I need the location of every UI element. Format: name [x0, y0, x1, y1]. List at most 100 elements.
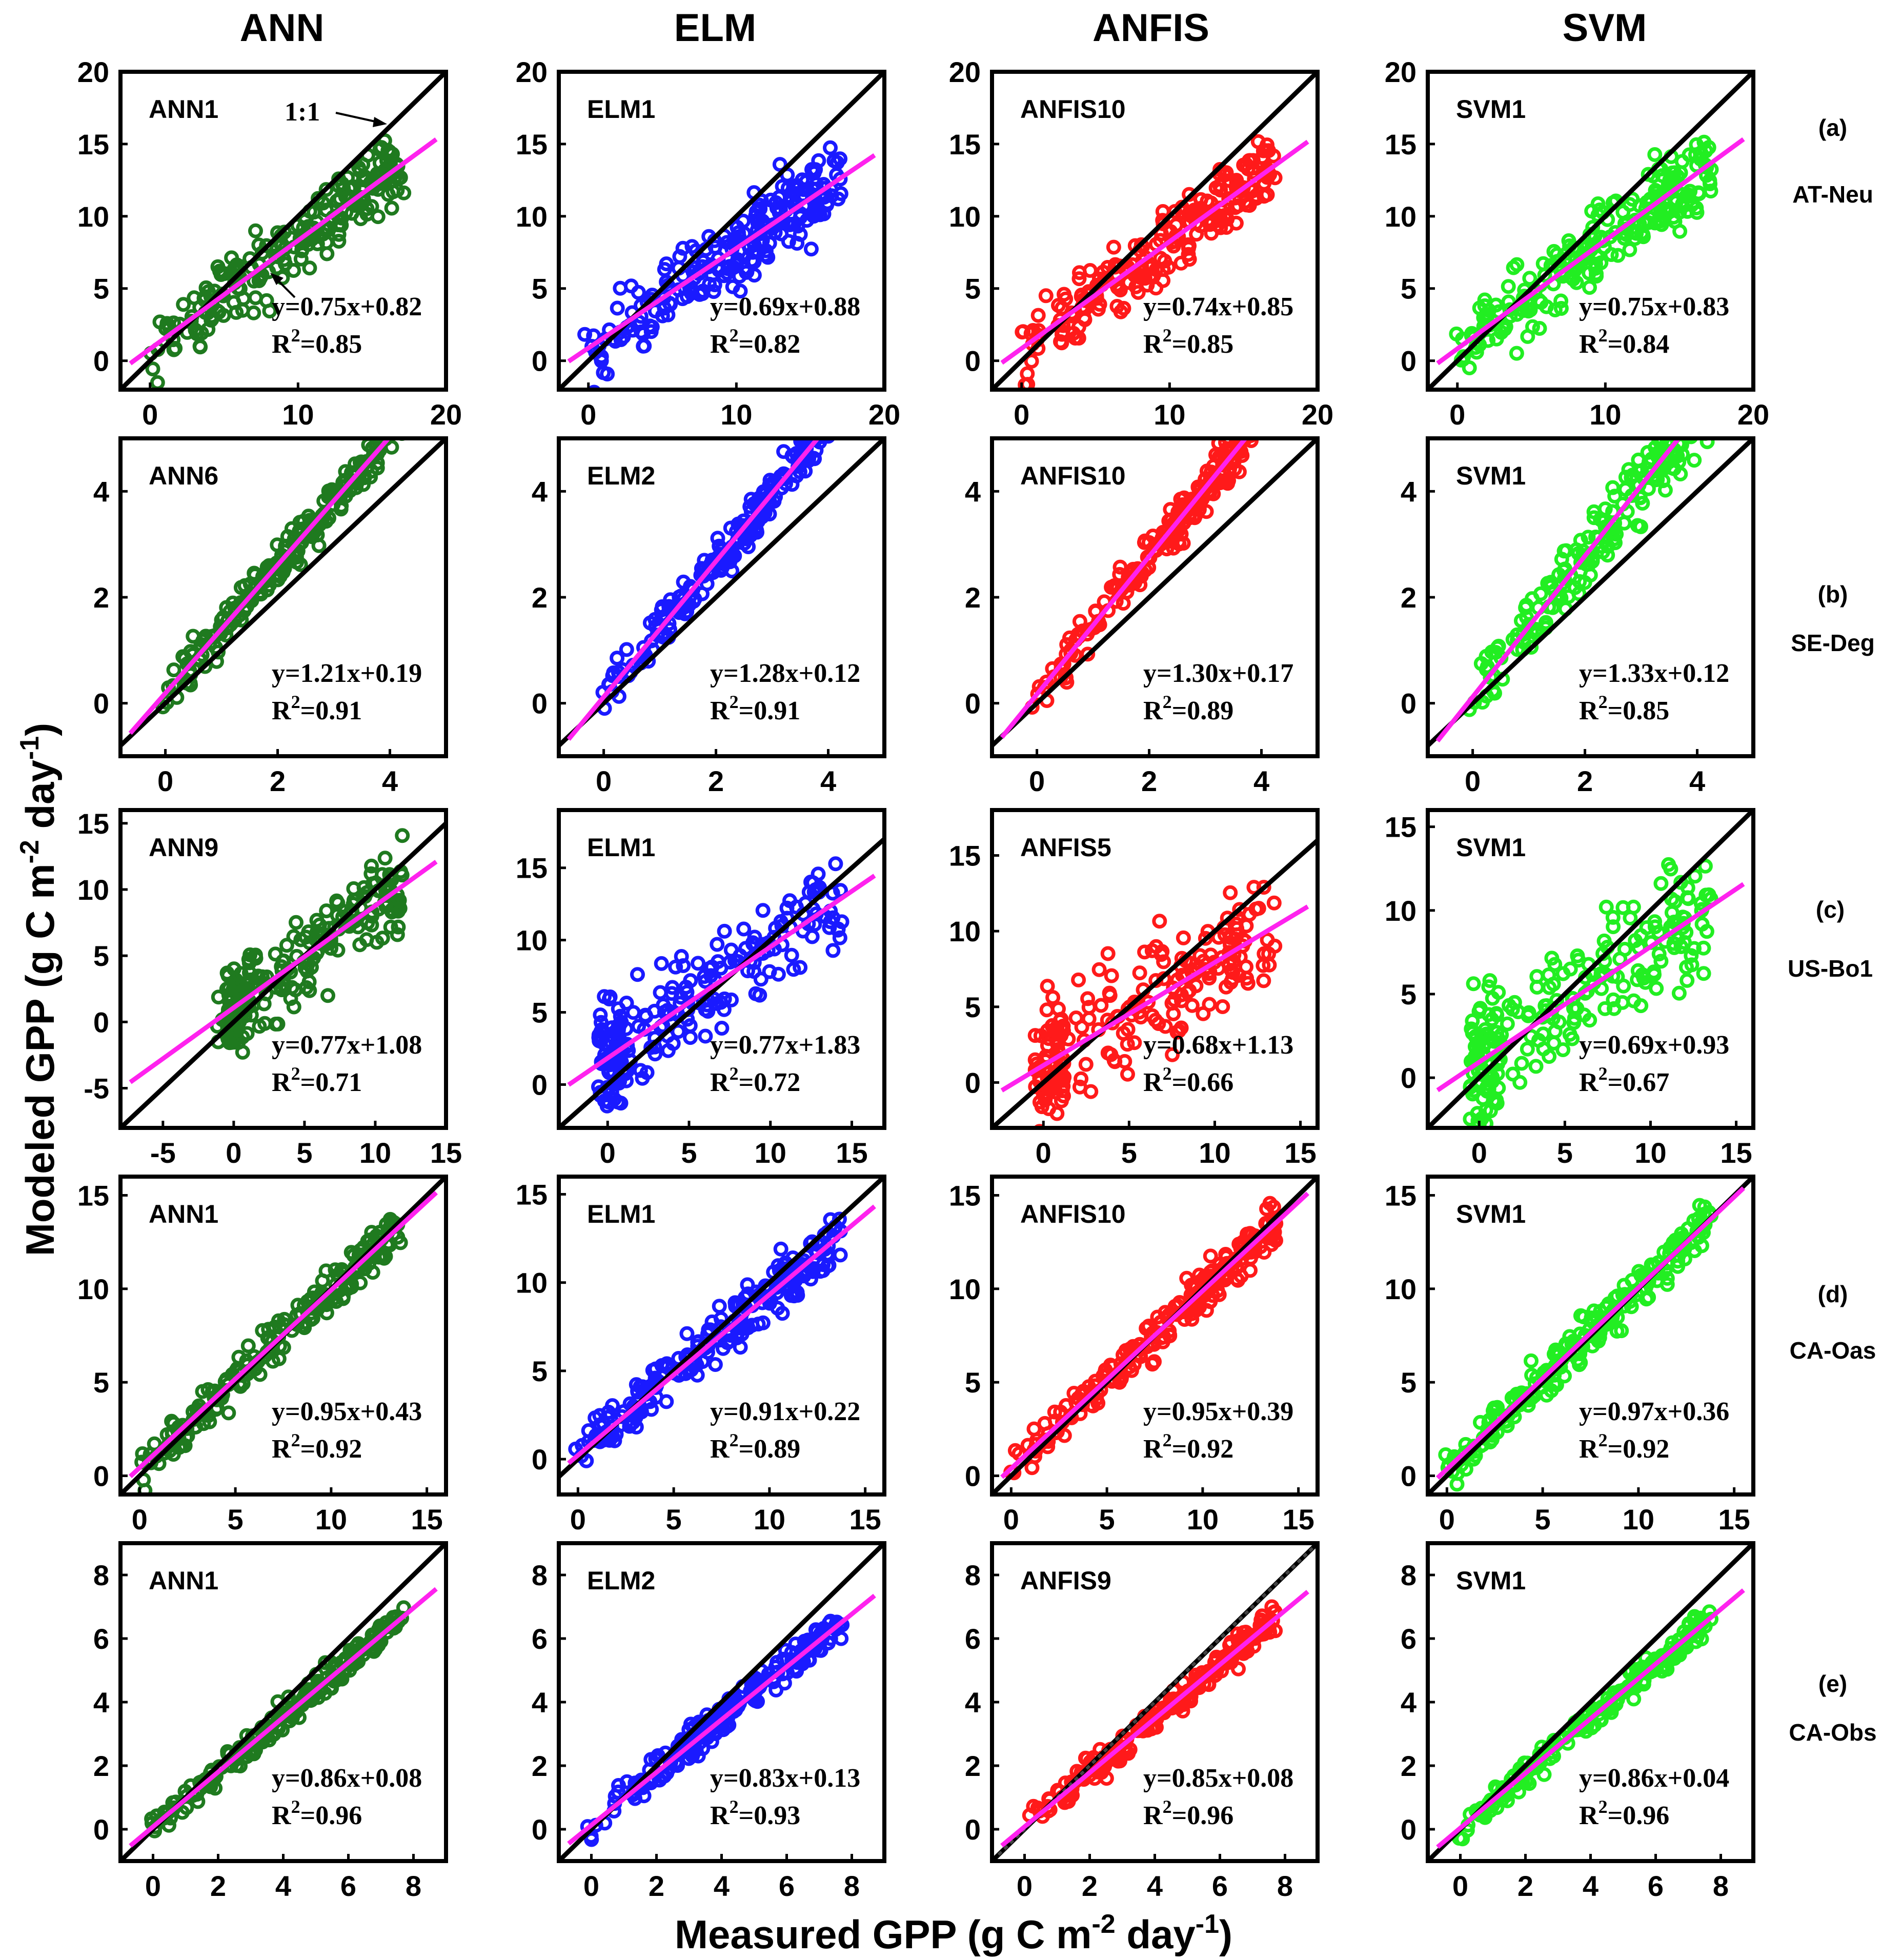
x-tick-label: 10 — [1187, 1503, 1219, 1535]
fit-line — [567, 874, 876, 1087]
data-point — [1116, 596, 1131, 611]
data-point — [1120, 1066, 1135, 1082]
data-point — [631, 285, 646, 300]
data-point — [1027, 1028, 1043, 1043]
data-point — [626, 1005, 641, 1020]
data-point — [390, 183, 405, 198]
data-point — [1699, 414, 1711, 425]
data-point — [1260, 398, 1271, 410]
y-tick-label: 10 — [516, 924, 548, 957]
data-point — [1260, 397, 1271, 409]
r-squared: R2=0.91 — [272, 692, 362, 725]
data-point — [1582, 280, 1597, 295]
data-point — [284, 1703, 299, 1719]
data-point — [803, 241, 819, 257]
data-point — [1040, 979, 1055, 994]
data-point — [1112, 559, 1128, 575]
data-point — [1526, 1761, 1541, 1776]
y-tick-label: 5 — [532, 997, 548, 1029]
data-point — [611, 1784, 626, 1800]
data-point — [1045, 1018, 1060, 1033]
data-point — [145, 361, 160, 377]
data-point — [668, 959, 683, 975]
fit-equation: y=0.91x+0.22 — [710, 1397, 860, 1426]
data-point — [653, 985, 668, 1000]
model-label: ANFIS9 — [1020, 1566, 1111, 1595]
data-point — [1264, 392, 1275, 403]
model-label: ELM2 — [587, 1566, 655, 1595]
data-point — [775, 1306, 790, 1321]
data-point — [648, 612, 663, 627]
data-point — [1127, 995, 1142, 1009]
data-point — [829, 414, 840, 426]
data-point — [204, 313, 219, 328]
data-point — [1248, 412, 1260, 423]
data-point — [1045, 990, 1061, 1005]
y-tick-label: 10 — [949, 200, 981, 233]
x-tick-label: 0 — [226, 1137, 241, 1169]
model-label: SVM1 — [1456, 1200, 1526, 1228]
data-point — [816, 422, 827, 434]
data-point — [1489, 1007, 1505, 1023]
fit-line — [1435, 1186, 1746, 1480]
data-point — [1253, 402, 1265, 414]
model-label: ANFIS10 — [1020, 461, 1126, 490]
fit-equation: y=0.95x+0.43 — [272, 1397, 422, 1426]
data-point — [772, 157, 787, 172]
one-to-one-line — [992, 837, 1318, 1128]
data-point — [1678, 413, 1690, 424]
x-tick-label: 0 — [600, 1137, 616, 1169]
data-point — [1266, 398, 1278, 410]
data-point — [1512, 1075, 1528, 1090]
x-tick-label: 10 — [1154, 398, 1185, 431]
data-point — [1546, 244, 1562, 259]
y-tick-label: 20 — [516, 56, 548, 88]
data-point — [1209, 1649, 1224, 1665]
data-point — [1252, 414, 1264, 425]
data-point — [707, 1357, 723, 1372]
data-point — [240, 1338, 256, 1353]
data-point — [679, 1326, 695, 1341]
data-point — [211, 989, 226, 1005]
data-point — [1623, 911, 1638, 926]
x-tick-label: 2 — [1577, 765, 1593, 797]
data-point — [1482, 973, 1498, 988]
data-point — [382, 438, 396, 443]
data-point — [1193, 200, 1208, 216]
one-to-one-line — [1428, 1543, 1753, 1861]
data-point — [1497, 321, 1512, 337]
x-tick-label: 20 — [1737, 398, 1769, 431]
data-point — [1245, 160, 1260, 176]
data-point — [1697, 401, 1709, 413]
data-point — [261, 577, 277, 593]
data-point — [1026, 1421, 1042, 1437]
data-point — [166, 1800, 181, 1815]
r-squared: R2=0.67 — [1579, 1063, 1669, 1097]
r-squared: R2=0.96 — [272, 1796, 362, 1830]
data-point — [283, 991, 298, 1006]
data-point — [1229, 927, 1245, 942]
y-tick-label: 0 — [965, 1813, 981, 1846]
data-point — [392, 893, 407, 908]
data-point — [1268, 394, 1279, 405]
data-point — [587, 385, 601, 390]
row-site-a: AT-Neu — [1792, 181, 1873, 208]
data-point — [1038, 1090, 1053, 1106]
data-point — [1261, 143, 1276, 158]
x-tick-label: 15 — [411, 1503, 442, 1535]
model-label: ANFIS10 — [1020, 1200, 1126, 1228]
data-point — [736, 921, 752, 937]
x-tick-label: 15 — [1284, 1137, 1316, 1169]
data-point — [1684, 957, 1699, 973]
row-tag-b: (b) — [1818, 581, 1848, 608]
data-point — [229, 1758, 244, 1773]
data-point — [1485, 991, 1500, 1006]
x-tick-label: 20 — [430, 398, 462, 431]
x-tick-label: 0 — [583, 1870, 599, 1902]
data-point — [1658, 422, 1669, 433]
x-tick-label: 0 — [1036, 1137, 1051, 1169]
data-point — [1520, 1041, 1535, 1057]
fit-line — [129, 860, 438, 1084]
